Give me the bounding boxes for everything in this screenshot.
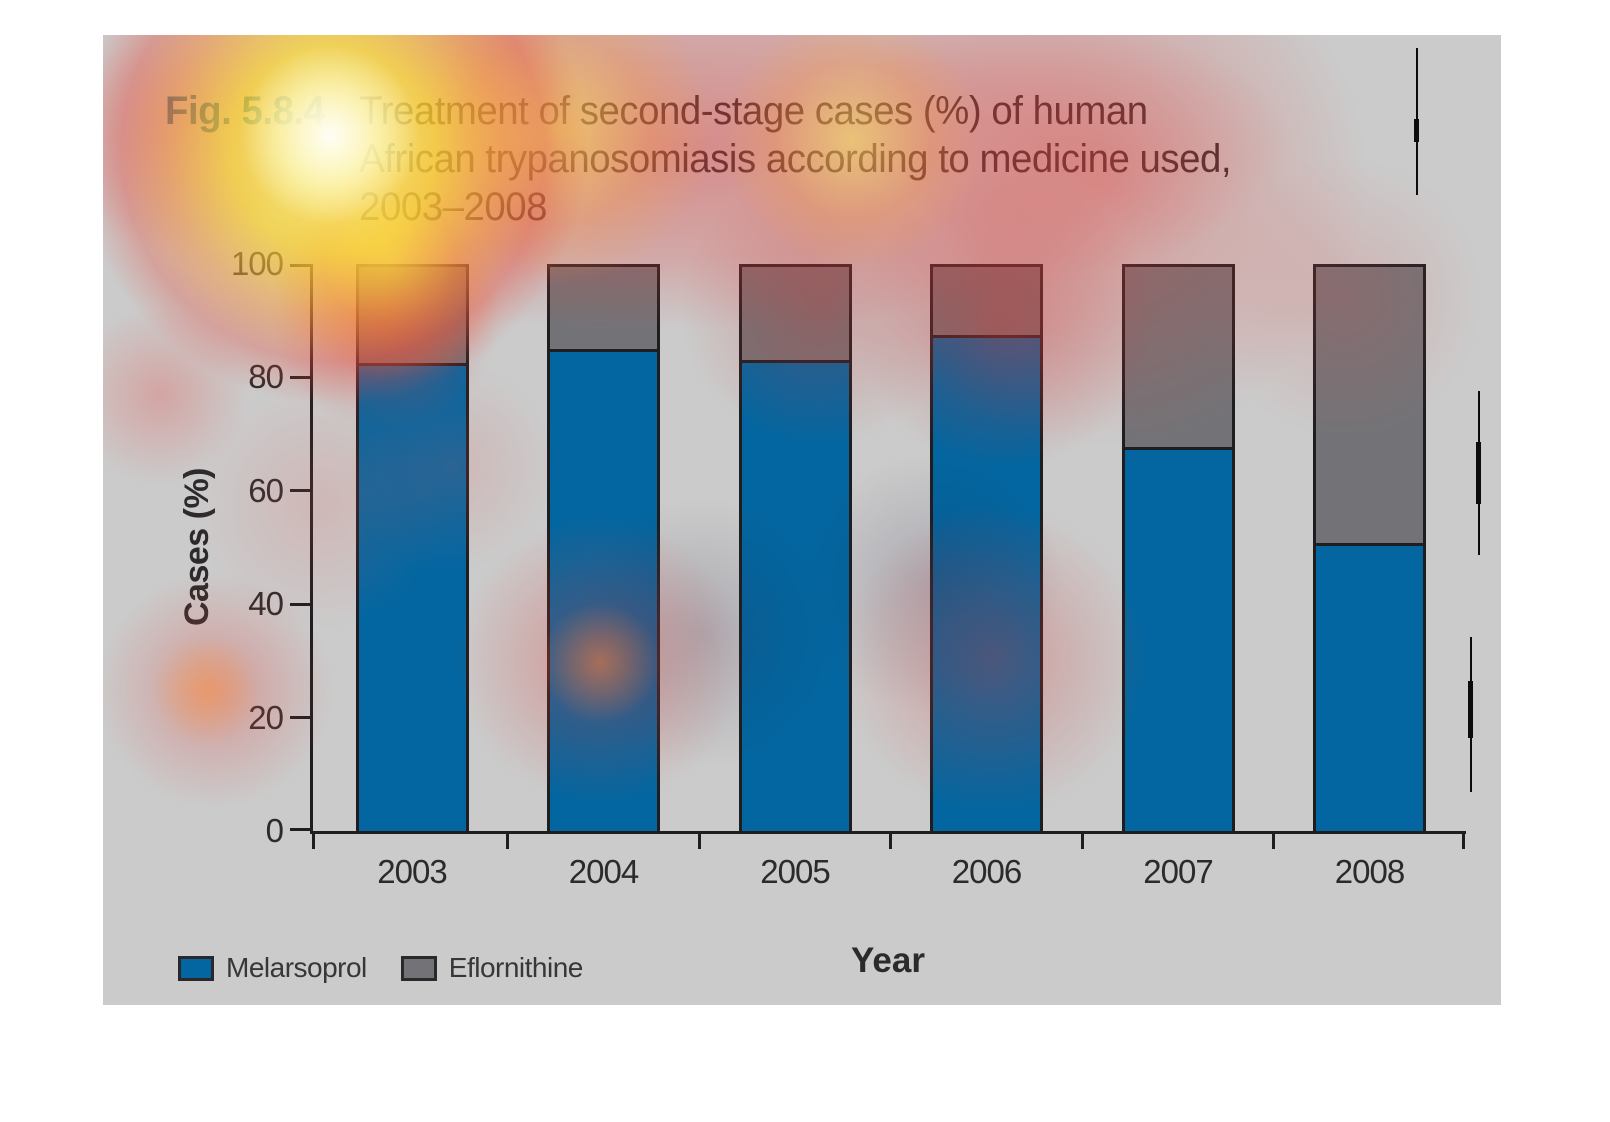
figure-title-block: Fig. 5.8.4 Treatment of second-stage cas…: [165, 87, 1232, 231]
legend-item-melarsoprol: Melarsoprol: [178, 952, 367, 984]
y-tick-label-20: 20: [248, 698, 284, 736]
x-category-label-2006: 2006: [951, 853, 1022, 890]
scan-mark-2-thick: [1476, 442, 1481, 504]
bar-segment-eflornithine-2006: [933, 267, 1040, 335]
y-tick-80: [290, 375, 310, 379]
y-tick-40: [290, 602, 310, 606]
legend-swatch-eflornithine: [400, 955, 437, 981]
legend-label-eflornithine: Eflornithine: [448, 952, 584, 983]
x-tick-6: [1461, 834, 1465, 849]
x-tick-3: [889, 834, 893, 849]
figure-title-line-2: African trypanosomiasis according to med…: [359, 137, 1232, 181]
x-category-label-2007: 2007: [1143, 853, 1213, 890]
scan-mark-3-thick: [1468, 681, 1473, 738]
legend: Melarsoprol Eflornithine: [178, 952, 583, 984]
bar-segment-melarsoprol-2005: [741, 360, 849, 831]
x-tick-2: [697, 834, 701, 849]
bar-segment-melarsoprol-2006: [933, 334, 1040, 831]
scan-mark-1-thick: [1414, 119, 1419, 142]
bar-segment-melarsoprol-2008: [1316, 543, 1423, 831]
y-tick-60: [290, 489, 310, 493]
figure-title-line-1: Treatment of second-stage cases (%) of h…: [359, 89, 1148, 133]
bar-segment-eflornithine-2004: [550, 267, 657, 349]
figure-number: Fig. 5.8.4: [165, 89, 325, 133]
figure-panel: Fig. 5.8.4 Treatment of second-stage cas…: [103, 35, 1501, 1005]
bar-segment-melarsoprol-2003: [358, 362, 466, 831]
bar-2006: [930, 264, 1043, 831]
y-tick-100: [290, 264, 310, 267]
bar-2007: [1121, 264, 1235, 831]
x-category-label-2005: 2005: [760, 853, 830, 890]
legend-label-melarsoprol: Melarsoprol: [226, 952, 367, 983]
figure-title-line-3: 2003–2008: [359, 185, 547, 229]
y-tick-20: [290, 716, 310, 720]
bar-segment-eflornithine-2007: [1125, 267, 1232, 447]
legend-swatch-melarsoprol: [178, 955, 214, 981]
x-tick-5: [1272, 834, 1276, 849]
x-tick-4: [1080, 834, 1084, 849]
bar-segment-eflornithine-2005: [742, 267, 849, 360]
y-tick-0: [290, 828, 310, 831]
y-tick-label-60: 60: [248, 471, 284, 509]
x-category-label-2004: 2004: [568, 853, 639, 890]
bar-segment-eflornithine-2003: [359, 267, 466, 363]
x-tick-1: [506, 834, 510, 849]
plot-area: 0 20 40 60 80 100 2003 2004 2005 2006 2007 2008: [231, 245, 1466, 890]
bar-segment-melarsoprol-2004: [550, 348, 657, 831]
plot-inner: 0 20 40 60 80 100 2003 2004 2005 2006 2007 2008: [231, 245, 1466, 890]
y-tick-label-100: 100: [230, 245, 284, 282]
bar-2003: [355, 264, 469, 831]
bar-segment-melarsoprol-2007: [1124, 447, 1232, 831]
x-category-label-2003: 2003: [377, 853, 447, 890]
bar-2008: [1313, 264, 1426, 831]
y-tick-label-40: 40: [248, 585, 284, 623]
figure-title: Treatment of second-stage cases (%) of h…: [359, 87, 1231, 231]
y-tick-label-0: 0: [265, 812, 284, 849]
bar-2005: [738, 264, 852, 831]
bar-segment-eflornithine-2008: [1316, 267, 1423, 543]
x-tick-0: [311, 834, 315, 849]
y-tick-label-80: 80: [248, 358, 284, 396]
legend-item-eflornithine: Eflornithine: [400, 952, 584, 984]
y-axis-title: Cases (%): [178, 468, 216, 627]
x-category-label-2008: 2008: [1334, 853, 1405, 890]
bar-2004: [547, 264, 660, 831]
